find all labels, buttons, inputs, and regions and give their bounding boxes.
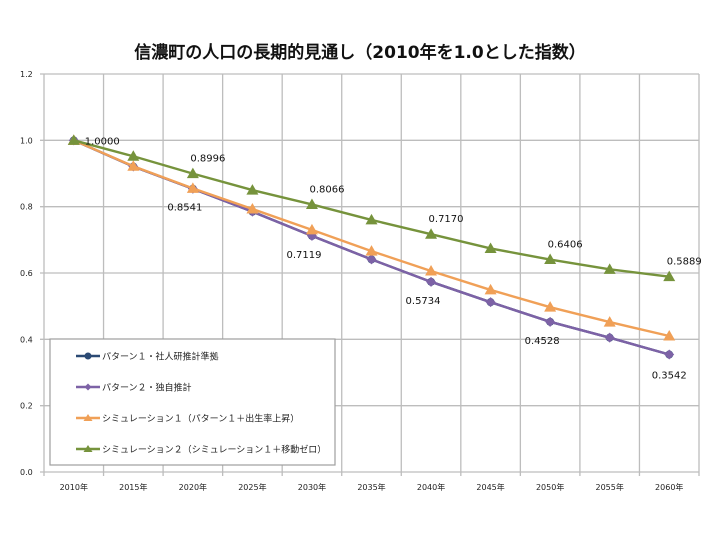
x-tick-label: 2055年	[596, 482, 624, 492]
data-point	[246, 184, 259, 195]
x-tick-label: 2040年	[417, 482, 445, 492]
data-point	[484, 283, 497, 295]
series-lines	[67, 134, 676, 360]
data-point	[67, 134, 80, 145]
data-label: 0.3542	[652, 371, 687, 382]
data-label: 0.7170	[429, 214, 464, 225]
data-point	[425, 228, 438, 239]
diamond-icon	[84, 383, 92, 391]
y-tick-label: 0.8	[20, 203, 33, 212]
series-4	[67, 134, 676, 282]
x-axis: 2010年 2015年 2020年 2025年 2030年 2035年 2040年 2045年…	[60, 482, 684, 492]
legend-item: シミュレーション２（シミュレーション１＋移動ゼロ）	[76, 444, 326, 456]
data-point	[544, 253, 557, 265]
y-tick-label: 0.2	[20, 402, 33, 411]
y-tick-label: 0.6	[20, 269, 33, 278]
data-label: 0.5889	[667, 257, 702, 268]
data-point	[484, 242, 497, 253]
data-label: 0.8541	[167, 203, 202, 214]
data-point	[365, 245, 378, 256]
x-tick-label: 2045年	[476, 482, 504, 492]
legend-item: パターン１・社人研推計準拠	[76, 351, 219, 363]
data-point	[485, 297, 496, 308]
data-point	[544, 301, 557, 312]
x-tick-label: 2020年	[179, 482, 207, 492]
data-point	[663, 270, 676, 282]
data-label: 0.6406	[548, 240, 583, 251]
x-tick-label: 2050年	[536, 482, 564, 492]
data-point	[545, 316, 556, 327]
x-tick-label: 2060年	[655, 482, 683, 492]
data-label: 0.7119	[286, 250, 321, 261]
chart-title: 信濃町の人口の長期的見通し（2010年を1.0とした指数）	[134, 43, 586, 63]
data-point	[603, 263, 616, 274]
data-point	[186, 167, 199, 179]
data-label: 0.8996	[190, 154, 225, 165]
x-tick-label: 2010年	[60, 482, 88, 492]
y-axis: 0.0 0.2 0.4 0.6 0.8 1.0 1.2	[20, 70, 33, 477]
data-point	[603, 316, 616, 327]
x-tick-label: 2025年	[238, 482, 266, 492]
legend-label: パターン１・社人研推計準拠	[102, 351, 219, 363]
data-point	[663, 330, 676, 341]
data-point	[127, 150, 140, 161]
data-labels: 1.0000 0.8996 0.8066 0.7170 0.6406 0.5889 0.85…	[85, 136, 702, 381]
legend-box	[49, 338, 336, 466]
y-tick-label: 0.4	[20, 335, 33, 344]
data-point	[604, 332, 615, 343]
circle-icon	[84, 352, 92, 360]
data-point	[246, 202, 259, 214]
data-point	[365, 213, 378, 225]
data-point	[664, 349, 675, 360]
data-point	[305, 198, 318, 209]
series-3	[67, 134, 676, 341]
legend-label: パターン２・独自推計	[102, 382, 192, 394]
x-tick-label: 2035年	[357, 482, 385, 492]
triangle-icon	[83, 414, 93, 421]
legend: パターン１・社人研推計準拠パターン２・独自推計シミュレーション１（パターン１＋出…	[49, 338, 336, 466]
y-tick-label: 1.2	[20, 70, 33, 79]
data-label: 0.5734	[406, 296, 441, 307]
legend-item: パターン２・独自推計	[76, 382, 192, 394]
data-point	[186, 182, 199, 193]
y-tick-label: 0.0	[20, 468, 33, 477]
x-tick-label: 2030年	[298, 482, 326, 492]
triangle-icon	[83, 445, 93, 452]
data-point	[305, 223, 318, 235]
legend-item: シミュレーション１（パターン１＋出生率上昇）	[76, 413, 299, 425]
legend-label: シミュレーション２（シミュレーション１＋移動ゼロ）	[102, 444, 326, 456]
data-point	[426, 276, 437, 287]
x-tick-label: 2015年	[119, 482, 147, 492]
data-point	[127, 160, 140, 171]
y-tick-label: 1.0	[20, 136, 33, 145]
data-point	[425, 265, 438, 276]
data-label: 0.4528	[525, 336, 560, 347]
legend-label: シミュレーション１（パターン１＋出生率上昇）	[102, 413, 299, 425]
data-label: 1.0000	[85, 136, 120, 147]
data-point	[366, 254, 377, 265]
data-label: 0.8066	[309, 184, 344, 195]
